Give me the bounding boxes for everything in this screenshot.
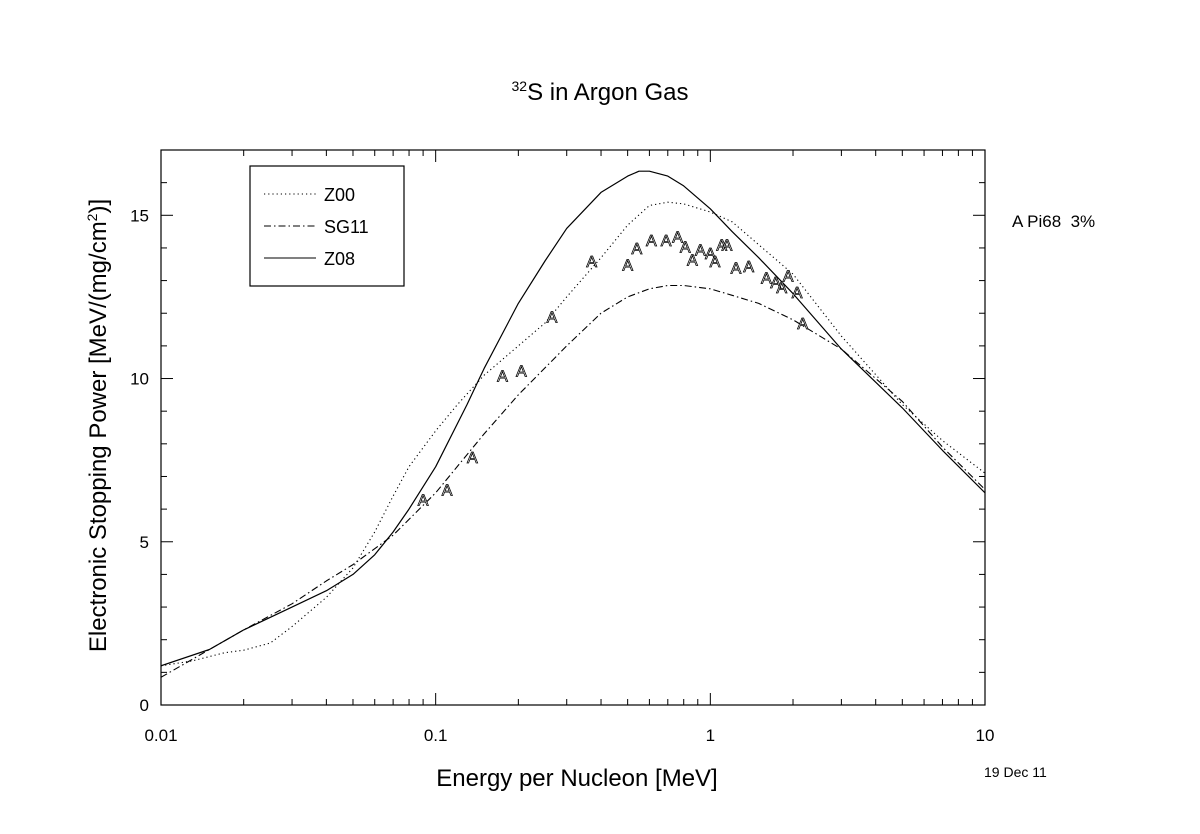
y-tick-label: 10 xyxy=(130,370,149,389)
title-text: S in Argon Gas xyxy=(527,79,689,106)
data-marker: A xyxy=(695,243,706,260)
data-marker: A xyxy=(680,239,691,256)
data-marker: A xyxy=(547,310,558,327)
data-marker: A xyxy=(731,261,742,278)
data-marker: A xyxy=(497,368,508,385)
data-marker: A xyxy=(705,246,716,263)
data-marker: A xyxy=(770,275,781,292)
data-marker: A xyxy=(586,254,597,271)
y-tick-label: 15 xyxy=(130,206,149,225)
data-marker: A xyxy=(792,285,803,302)
data-marker: A xyxy=(646,233,657,250)
data-marker: A xyxy=(776,280,787,297)
title-superscript: 32 xyxy=(511,78,528,94)
data-marker: A xyxy=(687,252,698,269)
data-marker: A xyxy=(516,363,527,380)
data-marker: A xyxy=(710,254,721,271)
chart-title: 32S in Argon Gas xyxy=(0,78,1200,107)
data-marker: A xyxy=(716,238,727,255)
data-source-note: A Pi68 3% xyxy=(1012,212,1096,231)
y-axis-label-main: Electronic Stopping Power [MeV/(mg/cm xyxy=(85,221,112,652)
y-axis-label-superscript: 2 xyxy=(84,213,100,221)
series-line-z08 xyxy=(161,170,985,667)
x-axis-label: Energy per Nucleon [MeV] xyxy=(436,765,717,792)
series-line-z00 xyxy=(161,201,985,667)
data-marker: A xyxy=(442,483,453,500)
legend-box xyxy=(249,165,405,287)
legend-label: SG11 xyxy=(324,217,369,237)
data-marker: A xyxy=(622,257,633,274)
x-tick-label: 0.01 xyxy=(144,726,177,745)
data-marker: A xyxy=(631,241,642,258)
legend-label: Z00 xyxy=(324,185,355,205)
y-tick-label: 0 xyxy=(140,696,149,715)
y-tick-label: 5 xyxy=(140,533,149,552)
data-marker: A xyxy=(783,269,794,286)
y-axis-label-end: )] xyxy=(85,199,112,214)
data-marker: A xyxy=(661,233,672,250)
x-tick-label: 0.1 xyxy=(424,726,448,745)
y-axis-label: Electronic Stopping Power [MeV/(mg/cm2)] xyxy=(84,199,112,652)
x-tick-label: 10 xyxy=(976,726,995,745)
data-marker: A xyxy=(761,270,772,287)
data-marker: A xyxy=(722,238,733,255)
data-marker: A xyxy=(743,259,754,276)
data-marker: A xyxy=(467,450,478,467)
data-marker: A xyxy=(672,230,683,247)
x-tick-label: 1 xyxy=(706,726,715,745)
plot-frame xyxy=(160,149,986,706)
series-line-sg11 xyxy=(161,284,985,678)
legend-label: Z08 xyxy=(324,249,355,269)
date-stamp: 19 Dec 11 xyxy=(984,764,1047,780)
data-marker: A xyxy=(797,316,808,333)
data-marker: A xyxy=(418,492,429,509)
